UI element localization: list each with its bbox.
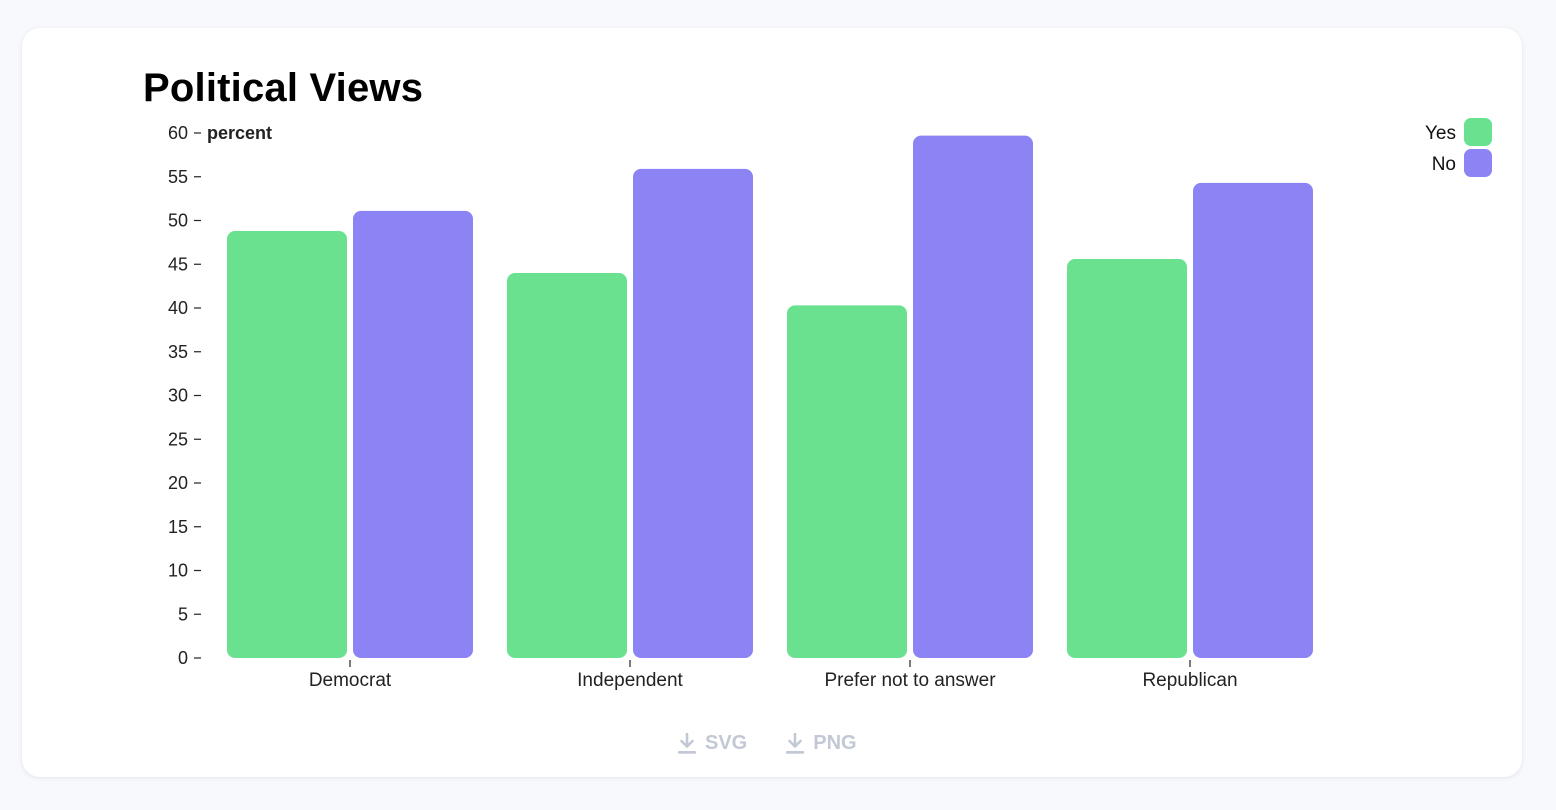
bar-no: [633, 168, 753, 658]
x-tick-label: Prefer not to answer: [824, 670, 996, 691]
y-tick-label: 10: [168, 561, 188, 581]
bar-yes: [227, 231, 347, 658]
y-tick-label: 0: [178, 648, 188, 668]
x-axis: Democrat Independent Prefer not to answer R…: [309, 660, 1238, 691]
y-axis-label: percent: [207, 123, 272, 143]
bar-no: [353, 210, 473, 658]
y-tick-label: 45: [168, 254, 188, 274]
legend-swatch: [1464, 118, 1492, 146]
download-svg-label: SVG: [705, 732, 748, 754]
x-tick-label: Democrat: [309, 670, 392, 691]
y-tick-label: 55: [168, 167, 188, 187]
chart-title: Political Views: [143, 66, 424, 110]
x-tick-label: Independent: [577, 670, 683, 691]
y-tick-label: 20: [168, 473, 188, 493]
legend-swatch: [1464, 149, 1492, 177]
download-controls: SVG PNG: [677, 732, 857, 755]
bar-chart: 0 5 10 15 20 25 30 35 40 45 50 55 60 percent Democrat…: [168, 118, 1492, 691]
y-tick-label: 50: [168, 211, 188, 231]
legend-label: Yes: [1425, 123, 1456, 144]
download-png-button[interactable]: PNG: [785, 732, 857, 755]
legend: Yes No: [1425, 118, 1492, 177]
download-png-label: PNG: [813, 732, 857, 754]
bar-yes: [1067, 259, 1187, 658]
y-tick-label: 35: [168, 342, 188, 362]
bars: [227, 135, 1313, 658]
y-tick-label: 30: [168, 386, 188, 406]
y-tick-label: 60: [168, 123, 188, 143]
y-tick-label: 25: [168, 429, 188, 449]
y-tick-label: 15: [168, 517, 188, 537]
bar-no: [1193, 182, 1313, 658]
download-icon: [678, 732, 696, 754]
bar-no: [913, 135, 1033, 658]
chart-card: Political Views 0 5 10 15 20 25 30 35 40 45 50 55 60…: [22, 28, 1522, 777]
download-icon: [786, 732, 805, 754]
legend-label: No: [1432, 154, 1456, 175]
bar-yes: [507, 273, 627, 658]
x-tick-label: Republican: [1142, 670, 1237, 691]
y-axis: 0 5 10 15 20 25 30 35 40 45 50 55 60 percent: [168, 123, 272, 668]
bar-yes: [787, 305, 907, 658]
y-tick-label: 5: [178, 604, 188, 624]
y-tick-label: 40: [168, 298, 188, 318]
download-svg-button[interactable]: SVG: [677, 732, 747, 755]
